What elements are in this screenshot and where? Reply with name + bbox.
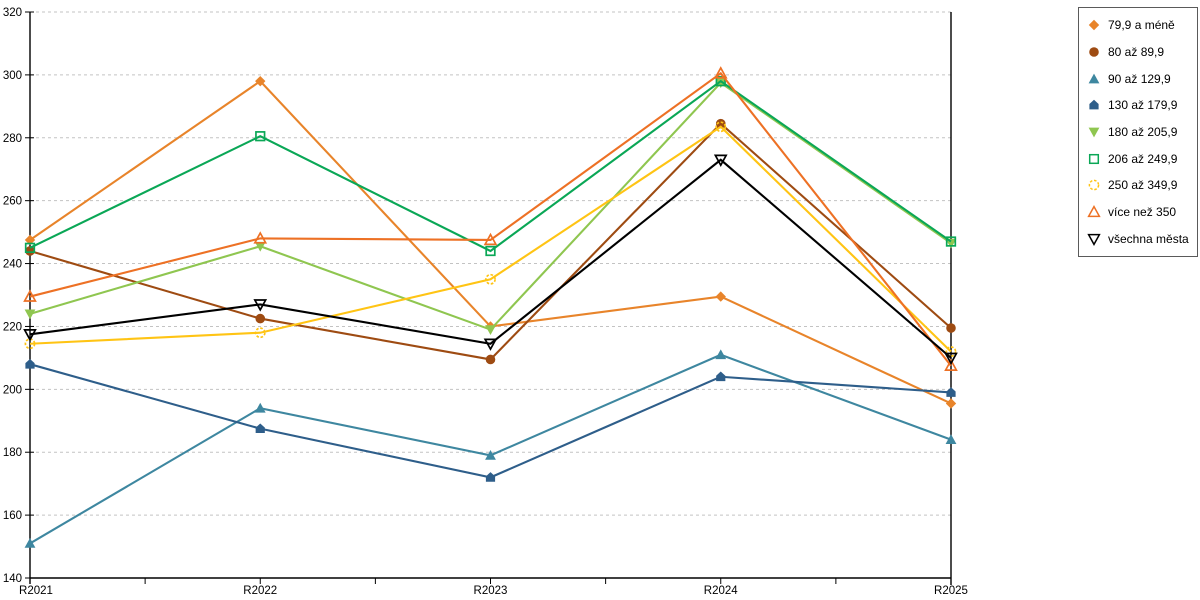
legend-item: 79,9 a méně	[1087, 15, 1197, 35]
y-tick-label: 140	[3, 573, 22, 585]
legend-label: 130 až 179,9	[1108, 98, 1178, 113]
legend-label: 206 až 249,9	[1108, 151, 1178, 166]
x-tick-label: R2024	[704, 585, 738, 597]
legend-label: více než 350	[1108, 204, 1177, 219]
series-line	[29, 79, 952, 253]
legend-label: 180 až 205,9	[1108, 124, 1178, 139]
legend-marker-square-open-icon	[1088, 153, 1100, 164]
x-tick-label: R2021	[19, 585, 53, 597]
legend-item: všechna města	[1087, 229, 1197, 249]
legend-item: 90 až 129,9	[1087, 69, 1197, 89]
legend-label: 90 až 129,9	[1108, 71, 1171, 86]
y-tick-label: 180	[3, 447, 22, 459]
legend-label: 79,9 a méně	[1108, 18, 1175, 33]
series-line	[29, 158, 952, 359]
series-line	[29, 71, 952, 367]
legend-marker-triangle-up-icon	[1088, 73, 1100, 84]
y-tick-label: 240	[3, 259, 22, 271]
legend-marker-diamond-icon	[1088, 20, 1100, 31]
x-tick-label: R2022	[243, 585, 277, 597]
legend-item: 206 až 249,9	[1087, 149, 1197, 169]
y-tick-label: 220	[3, 321, 22, 333]
legend-marker-triangle-down-icon	[1088, 127, 1100, 138]
legend-marker-circle-open-dashed-icon	[1088, 179, 1100, 191]
legend-item: 80 až 89,9	[1087, 42, 1197, 62]
x-tick-label: R2025	[934, 585, 968, 597]
legend-marker-circle-icon	[1089, 47, 1099, 57]
y-tick-label: 260	[3, 196, 22, 208]
legend-label: 250 až 349,9	[1108, 178, 1178, 193]
legend-item: 250 až 349,9	[1087, 175, 1197, 195]
y-tick-label: 320	[3, 7, 22, 19]
chart-legend: 79,9 a méně 80 až 89,9 90 až 129,9 130 až 1…	[1078, 7, 1198, 257]
y-tick-label: 280	[3, 133, 22, 145]
legend-label: všechna města	[1108, 231, 1189, 246]
legend-item: 130 až 179,9	[1087, 95, 1197, 115]
legend-item: více než 350	[1087, 202, 1197, 222]
series-line	[29, 363, 952, 479]
y-tick-label: 200	[3, 384, 22, 396]
legend-marker-triangle-up-open-icon	[1087, 204, 1101, 218]
legend-label: 80 až 89,9	[1108, 44, 1165, 59]
legend-marker-triangle-down-open-icon	[1087, 233, 1101, 246]
y-tick-label: 160	[3, 510, 22, 522]
series-line	[29, 125, 952, 353]
y-tick-label: 300	[3, 70, 22, 82]
legend-marker-pentagon-icon	[1089, 100, 1099, 110]
legend-item: 180 až 205,9	[1087, 122, 1197, 142]
x-tick-label: R2023	[474, 585, 508, 597]
